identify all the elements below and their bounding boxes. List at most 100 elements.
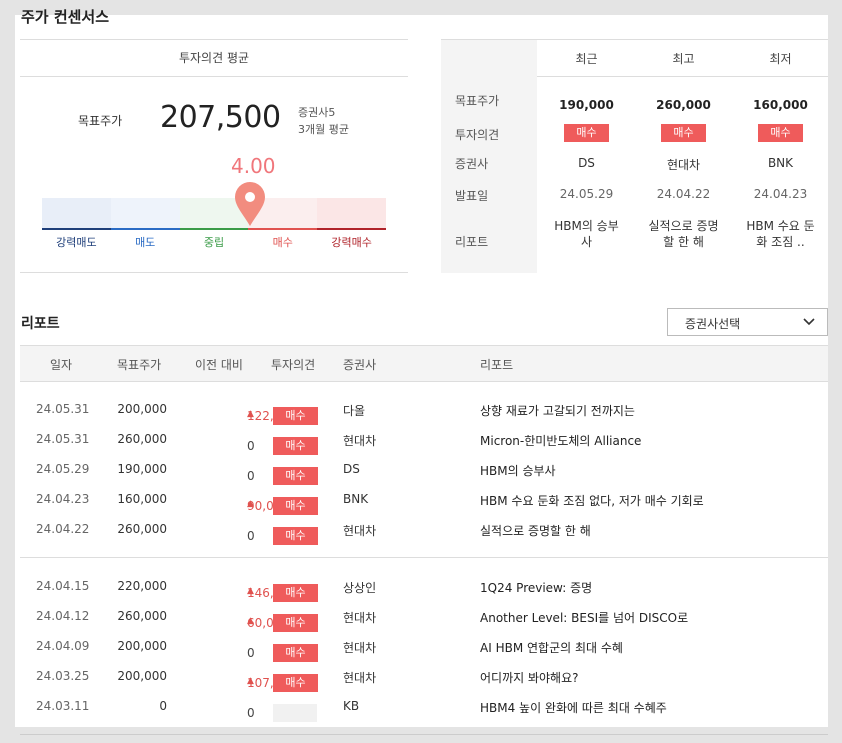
recent-report-link[interactable]: HBM의 승부 사 bbox=[538, 218, 635, 250]
high-report-link[interactable]: 실적으로 증명 할 한 해 bbox=[635, 218, 732, 250]
report-broker: 상상인 bbox=[343, 581, 377, 595]
row-label-report: 리포트 bbox=[455, 235, 489, 249]
report-title-link[interactable]: Another Level: BESI를 넘어 DISCO로 bbox=[480, 611, 689, 625]
reports-table-header: 일자 목표주가 이전 대비 투자의견 증권사 리포트 bbox=[20, 345, 828, 382]
gauge-segment-strong-buy bbox=[317, 198, 386, 230]
opinion-badge: 매수 bbox=[273, 407, 318, 425]
average-period: 3개월 평균 bbox=[298, 123, 349, 136]
report-title-link[interactable]: 실적으로 증명할 한 해 bbox=[480, 524, 591, 538]
report-date: 24.03.25 bbox=[36, 669, 90, 683]
report-change-value: 0 bbox=[247, 439, 255, 453]
row-label-broker: 증권사 bbox=[455, 157, 489, 171]
report-date: 24.05.31 bbox=[36, 432, 90, 446]
recent-target: 190,000 bbox=[559, 98, 614, 112]
column-header-recent: 최근 bbox=[575, 52, 598, 66]
report-target: 260,000 bbox=[117, 609, 167, 623]
table-row[interactable]: 24.05.31 260,000 0 매수 현대차 Micron-한미반도체의 Allia… bbox=[20, 425, 828, 455]
opinion-gauge bbox=[42, 198, 386, 230]
report-target: 220,000 bbox=[117, 579, 167, 593]
report-target: 260,000 bbox=[117, 432, 167, 446]
report-target: 260,000 bbox=[117, 522, 167, 536]
opinion-badge: 매수 bbox=[564, 124, 609, 142]
broker-select-value: 증권사선택 bbox=[685, 317, 741, 331]
column-header-target: 목표주가 bbox=[117, 358, 162, 372]
report-title-link[interactable]: HBM4 높이 완화에 따른 최대 수혜주 bbox=[480, 701, 667, 715]
table-row[interactable]: 24.04.15 220,000 ▲ 146,000 매수 상상인 1Q24 Preview… bbox=[20, 572, 828, 602]
report-broker: 현대차 bbox=[343, 434, 377, 448]
report-title-link[interactable]: 어디까지 봐야해요? bbox=[480, 671, 579, 685]
report-title-link[interactable]: HBM의 승부사 bbox=[480, 464, 556, 478]
report-title-link[interactable]: 상향 재료가 고갈되기 전까지는 bbox=[480, 404, 635, 418]
opinion-badge: 매수 bbox=[273, 584, 318, 602]
report-date: 24.05.31 bbox=[36, 402, 90, 416]
report-broker: KB bbox=[343, 699, 360, 713]
report-title-link[interactable]: AI HBM 연합군의 최대 수혜 bbox=[480, 641, 623, 655]
report-line: 실적으로 증명 bbox=[648, 219, 719, 233]
triangle-up-icon: ▲ bbox=[247, 586, 254, 596]
report-title-link[interactable]: Micron-한미반도체의 Alliance bbox=[480, 434, 642, 448]
target-price-label: 목표주가 bbox=[78, 114, 123, 128]
page-title: 주가 컨센서스 bbox=[21, 8, 110, 26]
table-row[interactable]: 24.04.12 260,000 ▲ 60,000 매수 현대차 Another Level… bbox=[20, 602, 828, 632]
recent-high-low-panel: 목표주가 투자의견 증권사 발표일 리포트 최근 최고 최저 190,000 2… bbox=[441, 39, 828, 273]
report-date: 24.04.09 bbox=[36, 639, 90, 653]
high-target: 260,000 bbox=[656, 98, 711, 112]
opinion-badge: 매수 bbox=[273, 497, 318, 515]
high-broker: 현대차 bbox=[666, 158, 701, 172]
report-broker: 다올 bbox=[343, 404, 366, 418]
gauge-segment-strong-sell bbox=[42, 198, 111, 230]
opinion-score: 4.00 bbox=[231, 154, 276, 178]
opinion-badge: 매수 bbox=[273, 527, 318, 545]
broker-count: 증권사5 bbox=[298, 106, 336, 119]
report-broker: 현대차 bbox=[343, 611, 377, 625]
column-header-low: 최저 bbox=[769, 52, 792, 66]
gauge-segment-sell bbox=[110, 198, 180, 230]
report-broker: 현대차 bbox=[343, 641, 377, 655]
broker-select-dropdown[interactable]: 증권사선택 bbox=[667, 308, 828, 336]
report-broker: BNK bbox=[343, 492, 369, 506]
opinion-badge: 매수 bbox=[758, 124, 803, 142]
triangle-up-icon: ▲ bbox=[247, 616, 254, 626]
report-date: 24.05.29 bbox=[36, 462, 90, 476]
report-date: 24.03.11 bbox=[36, 699, 90, 713]
column-header-broker: 증권사 bbox=[343, 358, 377, 372]
table-row[interactable]: 24.05.31 200,000 ▲ 122,000 매수 다올 상향 재료가 고갈되기 전… bbox=[20, 395, 828, 425]
gauge-label: 강력매도 bbox=[56, 236, 97, 249]
column-header-high: 최고 bbox=[672, 52, 695, 66]
report-line: HBM 수요 둔 bbox=[746, 219, 815, 233]
low-report-link[interactable]: HBM 수요 둔 화 조짐 .. bbox=[732, 218, 829, 250]
table-row[interactable]: 24.03.11 0 0 KB HBM4 높이 완화에 따른 최대 수혜주 bbox=[20, 692, 828, 722]
report-date: 24.04.23 bbox=[36, 492, 90, 506]
recent-date: 24.05.29 bbox=[559, 187, 614, 201]
triangle-up-icon: ▲ bbox=[247, 499, 254, 509]
triangle-up-icon: ▲ bbox=[247, 676, 254, 686]
recent-broker: DS bbox=[578, 156, 595, 170]
report-title-link[interactable]: 1Q24 Preview: 증명 bbox=[480, 581, 593, 595]
opinion-badge: 매수 bbox=[273, 644, 318, 662]
column-header-report: 리포트 bbox=[480, 358, 514, 372]
group-divider bbox=[20, 557, 828, 558]
opinion-badge-empty bbox=[273, 704, 317, 722]
report-line: HBM의 승부 bbox=[554, 219, 619, 233]
opinion-badge: 매수 bbox=[273, 674, 318, 692]
table-row[interactable]: 24.04.23 160,000 ▲ 90,000 매수 BNK HBM 수요 둔화 조짐 … bbox=[20, 485, 828, 515]
table-row[interactable]: 24.05.29 190,000 0 매수 DS HBM의 승부사 bbox=[20, 455, 828, 485]
report-date: 24.04.15 bbox=[36, 579, 90, 593]
table-row[interactable]: 24.03.25 200,000 ▲ 107,000 매수 현대차 어디까지 봐야해요? bbox=[20, 662, 828, 692]
column-header-date: 일자 bbox=[50, 358, 73, 372]
reports-title: 리포트 bbox=[21, 316, 60, 332]
opinion-badge: 매수 bbox=[273, 614, 318, 632]
average-panel: 투자의견 평균 목표주가 207,500 증권사5 3개월 평균 4.00 강력… bbox=[20, 39, 408, 273]
report-target: 160,000 bbox=[117, 492, 167, 506]
target-price-value: 207,500 bbox=[160, 100, 281, 135]
table-row[interactable]: 24.04.09 200,000 0 매수 현대차 AI HBM 연합군의 최대 수혜 bbox=[20, 632, 828, 662]
opinion-badge: 매수 bbox=[661, 124, 706, 142]
report-title-link[interactable]: HBM 수요 둔화 조짐 없다, 저가 매수 기회로 bbox=[480, 494, 704, 508]
report-date: 24.04.12 bbox=[36, 609, 90, 623]
column-header-change: 이전 대비 bbox=[195, 358, 243, 372]
low-broker: BNK bbox=[767, 156, 794, 170]
row-label-date: 발표일 bbox=[455, 189, 489, 203]
report-change-value: 0 bbox=[247, 706, 255, 720]
low-target: 160,000 bbox=[753, 98, 808, 112]
table-row[interactable]: 24.04.22 260,000 0 매수 현대차 실적으로 증명할 한 해 bbox=[20, 515, 828, 545]
